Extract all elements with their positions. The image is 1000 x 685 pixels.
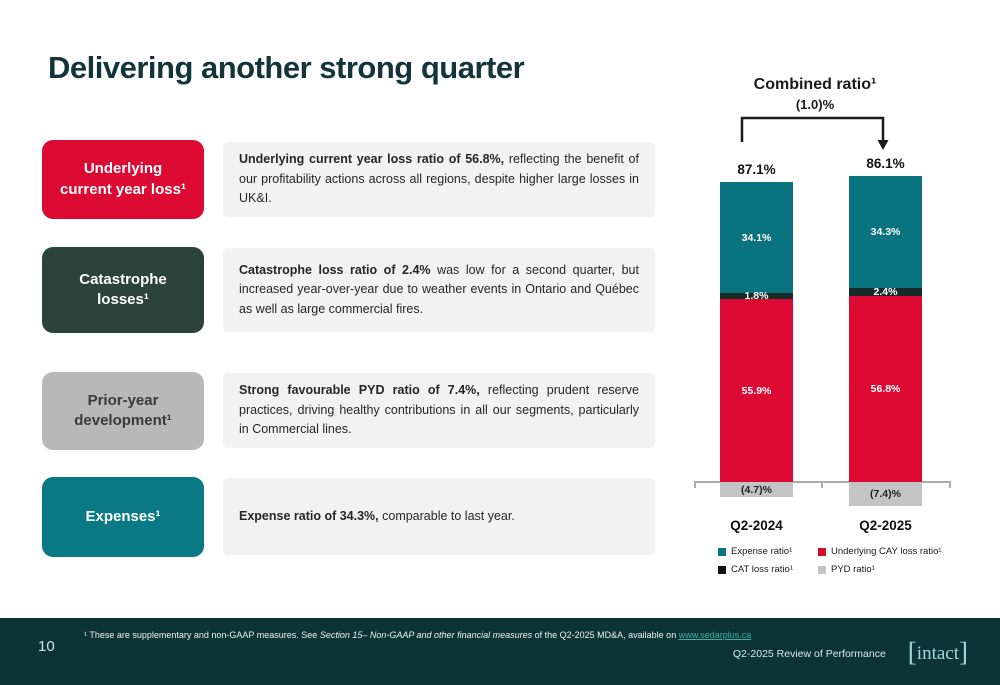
bar-segment-pyd: (7.4)% <box>849 482 922 507</box>
metric-description-expenses: Expense ratio of 34.3%, comparable to la… <box>223 478 655 555</box>
combined-ratio-chart: Combined ratio¹ (1.0)% 34.1% 1.8% 55.9% (4.… <box>685 60 1000 605</box>
metric-box-label: Expenses¹ <box>85 507 161 525</box>
bar-segment-pyd: (4.7)% <box>720 482 793 498</box>
axis-tick <box>949 481 951 488</box>
axis-tick <box>694 481 696 488</box>
metric-box-prior-year-development: Prior-year development¹ <box>42 372 204 450</box>
metric-description-text: Catastrophe loss ratio of 2.4% was low f… <box>239 262 639 316</box>
footer-caption: Q2-2025 Review of Performance <box>732 647 886 660</box>
metric-box-catastrophe-losses: Catastrophe losses¹ <box>42 247 204 333</box>
legend-swatch-black <box>718 565 726 574</box>
logo-text: intact <box>916 642 959 664</box>
legend-label: Expense ratio¹ <box>731 546 793 557</box>
footnote-text: ¹ These are supplementary and non-GAAP m… <box>84 630 320 640</box>
legend-swatch-gray <box>818 565 826 574</box>
metric-box-label: Prior-year development¹ <box>74 391 172 429</box>
footer-right: Q2-2025 Review of Performance [intact] <box>732 637 968 667</box>
legend-item-expense-ratio: Expense ratio¹ <box>718 546 818 557</box>
legend-item-cat-loss-ratio: CAT loss ratio¹ <box>718 564 818 575</box>
chart-title: Combined ratio¹ <box>753 76 877 93</box>
bar-total-label: 86.1% <box>866 156 905 172</box>
legend-swatch-red <box>818 547 826 556</box>
bar-segment: 56.8% <box>849 296 922 482</box>
metric-description-underlying-cay-loss: Underlying current year loss ratio of 56… <box>223 142 655 217</box>
bar-segment: 34.3% <box>849 176 922 289</box>
footer-bar: 10 ¹ These are supplementary and non-GAA… <box>0 618 1000 685</box>
chart-change-label: (1.0)% <box>795 97 835 112</box>
metric-description-catastrophe-losses: Catastrophe loss ratio of 2.4% was low f… <box>223 248 655 332</box>
axis-tick <box>821 481 823 488</box>
legend-label: CAT loss ratio¹ <box>731 564 793 575</box>
bar-segment: 55.9% <box>720 299 793 482</box>
bar-segment: 34.1% <box>720 181 793 294</box>
legend-item-pyd-ratio: PYD ratio¹ <box>818 564 942 575</box>
legend-label: Underlying CAY loss ratio¹ <box>831 546 942 557</box>
page-title: Delivering another strong quarter <box>48 50 525 85</box>
category-label: Q2-2025 <box>859 518 912 533</box>
legend-swatch-teal <box>718 547 726 556</box>
chart-plot: 34.1% 1.8% 55.9% (4.7)% 87.1% Q2-2024 34.3% 2.4… <box>685 60 1000 605</box>
footnote-text: of the Q2-2025 MD&A, available on <box>532 630 679 640</box>
bar-total-label: 87.1% <box>737 161 776 177</box>
logo-right-bracket: ] <box>959 637 968 667</box>
metric-box-label: Catastrophe losses¹ <box>79 270 167 308</box>
intact-logo: [intact] <box>907 637 968 667</box>
legend-item-underlying-cay-loss-ratio: Underlying CAY loss ratio¹ <box>818 546 942 557</box>
metric-box-expenses: Expenses¹ <box>42 477 204 557</box>
metric-description-text: Strong favourable PYD ratio of 7.4%, ref… <box>239 383 639 437</box>
footnote-italic-text: Section 15– Non-GAAP and other financial… <box>319 630 533 640</box>
bar-segment: 2.4% <box>849 286 922 298</box>
metric-box-label: Underlying current year loss¹ <box>60 160 186 198</box>
metric-description-text: Underlying current year loss ratio of 56… <box>239 152 639 206</box>
logo-left-bracket: [ <box>907 637 917 667</box>
metric-description-prior-year-development: Strong favourable PYD ratio of 7.4%, ref… <box>223 373 655 448</box>
metric-description-text: Expense ratio of 34.3%, comparable to la… <box>239 508 515 523</box>
legend-label: PYD ratio¹ <box>831 564 875 575</box>
metric-box-underlying-cay-loss: Underlying current year loss¹ <box>42 140 204 219</box>
chart-legend: Expense ratio¹ Underlying CAY loss ratio… <box>718 546 942 575</box>
change-bracket-arrow <box>740 116 889 150</box>
sedarplus-link[interactable]: www.sedarplus.ca <box>678 630 752 640</box>
page-number: 10 <box>38 638 55 655</box>
footnote: ¹ These are supplementary and non-GAAP m… <box>84 630 751 640</box>
category-label: Q2-2024 <box>730 518 783 533</box>
